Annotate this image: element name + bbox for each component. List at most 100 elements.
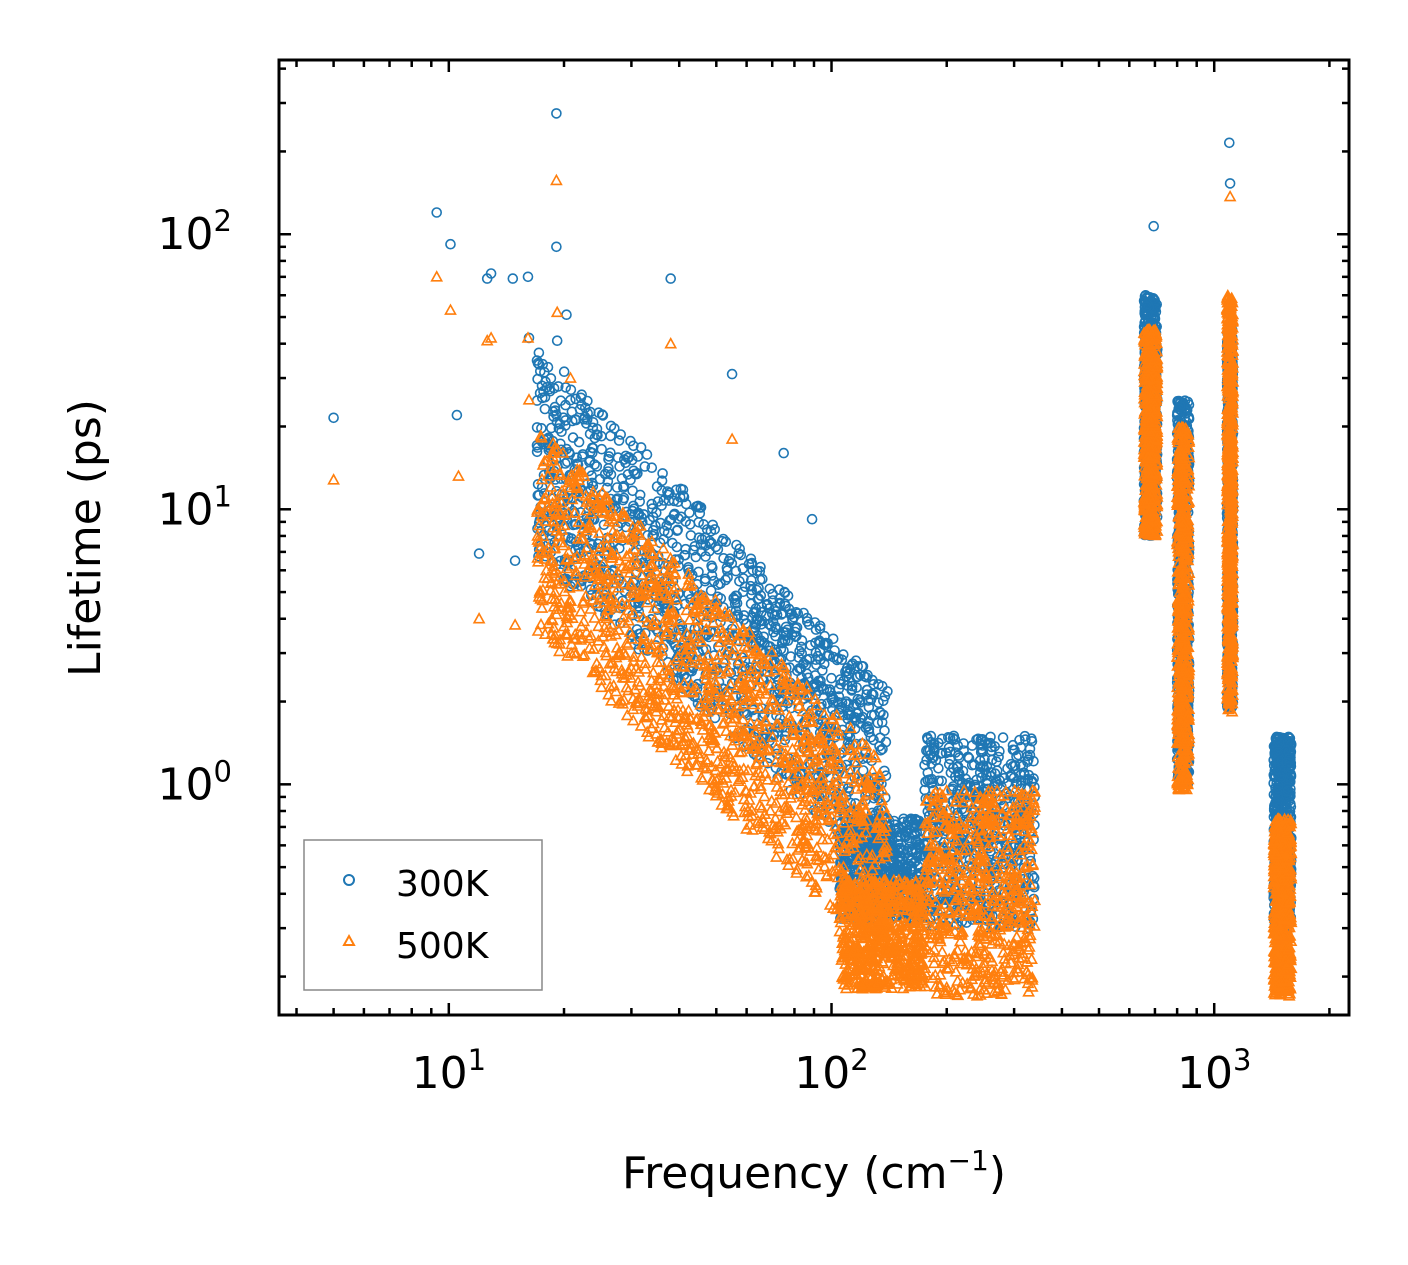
data-point	[581, 414, 593, 425]
data-point	[751, 614, 762, 625]
data-point	[816, 665, 828, 676]
data-point	[935, 748, 946, 760]
data-point	[952, 766, 964, 778]
data-point	[945, 767, 957, 779]
data-point	[650, 507, 662, 519]
data-point	[854, 697, 866, 708]
data-point	[731, 597, 743, 609]
data-point	[906, 855, 918, 866]
data-point	[538, 385, 549, 397]
data-point	[689, 540, 701, 552]
data-point	[850, 655, 862, 667]
data-point	[559, 458, 571, 469]
data-point	[639, 461, 651, 472]
data-point	[620, 457, 631, 469]
data-point	[582, 395, 593, 407]
data-point	[547, 406, 559, 417]
data-point	[826, 672, 837, 684]
data-point	[690, 501, 702, 513]
data-point	[685, 530, 697, 541]
data-point	[656, 475, 668, 487]
data-point	[857, 711, 868, 723]
data-point	[670, 484, 682, 496]
data-point	[560, 399, 571, 411]
data-point	[821, 684, 833, 695]
data-point	[531, 446, 543, 458]
data-point	[933, 762, 944, 774]
data-point	[962, 751, 974, 763]
data-point	[533, 359, 545, 370]
data-point	[910, 855, 922, 867]
data-point	[560, 420, 571, 431]
data-point	[947, 732, 959, 744]
data-point	[718, 552, 729, 564]
data-point	[905, 813, 917, 825]
data-point	[574, 403, 586, 415]
data-point	[571, 458, 583, 470]
data-point	[785, 651, 797, 662]
data-point	[720, 536, 732, 548]
data-point	[625, 435, 636, 447]
data-point	[895, 850, 906, 862]
data-point	[544, 383, 555, 395]
data-point	[705, 585, 717, 596]
data-point	[838, 675, 849, 687]
data-point	[717, 533, 729, 545]
data-point	[591, 461, 603, 472]
data-point	[971, 774, 982, 786]
data-point	[677, 484, 689, 496]
data-point	[782, 624, 793, 636]
data-point	[538, 488, 550, 499]
data-point	[1024, 743, 1036, 755]
data-point	[868, 734, 879, 746]
data-point	[873, 697, 884, 709]
data-point	[933, 737, 944, 749]
data-point	[829, 645, 840, 656]
data-point	[809, 617, 821, 628]
data-point	[693, 566, 704, 578]
data-point	[868, 678, 880, 690]
data-point	[810, 654, 822, 666]
data-point	[991, 765, 1003, 777]
data-point	[627, 485, 638, 497]
data-point	[605, 469, 617, 480]
data-point	[805, 639, 816, 651]
data-point	[1007, 739, 1019, 751]
data-point	[730, 565, 742, 577]
data-point	[968, 759, 980, 771]
data-point	[788, 611, 800, 623]
data-point	[761, 599, 773, 611]
data-point	[663, 495, 675, 506]
data-point	[846, 680, 858, 692]
data-point	[910, 815, 922, 827]
data-point	[722, 572, 733, 583]
data-point	[833, 691, 845, 702]
data-point	[553, 423, 565, 434]
data-point	[900, 863, 911, 874]
data-point	[837, 649, 849, 660]
data-point	[1026, 733, 1037, 745]
data-point	[975, 746, 987, 758]
data-point	[771, 609, 783, 621]
data-point	[894, 865, 906, 876]
data-point	[824, 686, 836, 698]
data-point	[651, 604, 663, 616]
data-point	[603, 453, 614, 465]
data-point	[922, 774, 934, 786]
data-point	[756, 615, 768, 627]
data-point	[656, 485, 668, 496]
data-point	[879, 725, 890, 736]
data-point	[661, 520, 673, 531]
data-point	[635, 442, 647, 453]
data-point	[745, 574, 757, 586]
data-point	[933, 775, 944, 787]
data-point	[863, 726, 875, 738]
data-point	[746, 558, 757, 570]
data-point	[668, 495, 680, 507]
data-point	[657, 468, 668, 479]
data-point	[794, 645, 805, 657]
data-point	[762, 640, 774, 652]
data-point	[819, 721, 831, 733]
data-point	[727, 612, 738, 624]
